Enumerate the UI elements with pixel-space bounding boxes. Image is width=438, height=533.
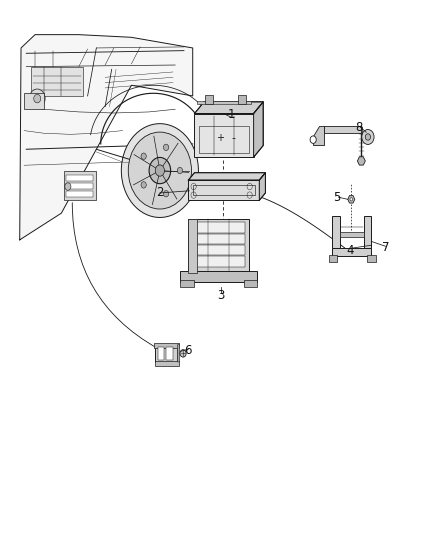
- Polygon shape: [348, 196, 355, 203]
- Text: 5: 5: [334, 191, 341, 204]
- Polygon shape: [20, 35, 193, 240]
- Circle shape: [180, 350, 186, 357]
- Bar: [244, 280, 257, 287]
- Bar: [238, 95, 246, 104]
- Bar: [155, 361, 179, 366]
- Text: 1: 1: [227, 108, 235, 121]
- Text: -: -: [232, 133, 236, 143]
- Bar: [66, 191, 93, 197]
- Text: 2: 2: [156, 187, 164, 199]
- Bar: [192, 233, 245, 244]
- Circle shape: [177, 167, 183, 174]
- Circle shape: [149, 157, 171, 184]
- Polygon shape: [324, 126, 361, 133]
- Text: +: +: [215, 133, 224, 143]
- Bar: [188, 219, 197, 273]
- Bar: [332, 248, 371, 256]
- Bar: [193, 185, 255, 195]
- Circle shape: [29, 89, 45, 108]
- Bar: [188, 180, 259, 200]
- Polygon shape: [177, 344, 180, 362]
- Text: 4: 4: [346, 244, 354, 257]
- Bar: [197, 101, 251, 104]
- Text: 3: 3: [218, 289, 225, 302]
- Bar: [66, 183, 93, 189]
- Bar: [166, 347, 173, 360]
- Bar: [192, 256, 245, 266]
- Bar: [24, 93, 44, 109]
- Circle shape: [121, 124, 198, 217]
- Bar: [64, 171, 96, 200]
- Bar: [180, 271, 257, 282]
- Bar: [192, 222, 245, 233]
- Circle shape: [350, 198, 353, 201]
- Circle shape: [141, 182, 146, 188]
- Polygon shape: [361, 126, 363, 133]
- Bar: [66, 175, 93, 181]
- Bar: [205, 95, 213, 104]
- Bar: [180, 280, 194, 287]
- Circle shape: [362, 130, 374, 144]
- Polygon shape: [254, 102, 263, 157]
- Bar: [199, 126, 249, 153]
- Bar: [194, 114, 254, 157]
- Circle shape: [141, 153, 146, 159]
- Bar: [192, 245, 245, 255]
- Circle shape: [155, 165, 165, 176]
- Text: 8: 8: [356, 122, 363, 134]
- Polygon shape: [194, 102, 263, 114]
- Bar: [31, 67, 83, 96]
- Polygon shape: [259, 173, 265, 200]
- Circle shape: [163, 144, 169, 150]
- Circle shape: [128, 132, 191, 209]
- Polygon shape: [357, 157, 365, 165]
- Bar: [154, 343, 179, 348]
- Bar: [367, 255, 376, 262]
- Bar: [332, 216, 340, 248]
- Circle shape: [65, 183, 71, 190]
- Circle shape: [34, 94, 41, 103]
- Bar: [340, 232, 364, 237]
- Text: 6: 6: [184, 344, 192, 357]
- Bar: [328, 255, 337, 262]
- Circle shape: [310, 136, 316, 143]
- Bar: [158, 347, 164, 360]
- Polygon shape: [188, 173, 265, 180]
- Bar: [188, 219, 249, 273]
- Bar: [364, 216, 371, 248]
- Circle shape: [365, 134, 371, 140]
- Circle shape: [163, 191, 169, 197]
- Text: 7: 7: [381, 241, 389, 254]
- Bar: [155, 345, 177, 362]
- Polygon shape: [313, 126, 324, 145]
